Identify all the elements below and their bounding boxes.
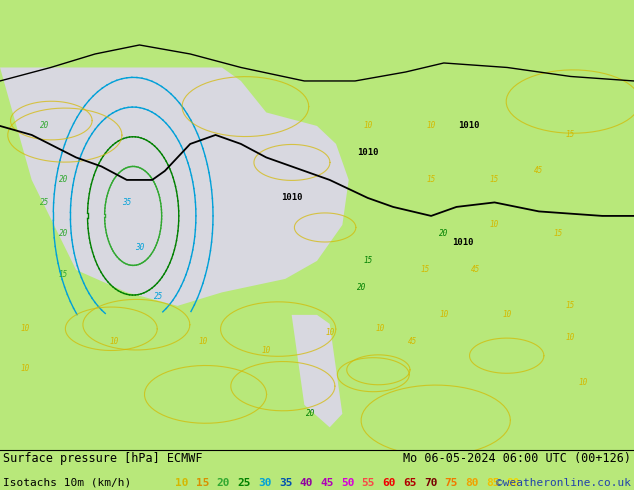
Text: 90: 90 [507, 478, 521, 488]
Text: 40: 40 [299, 478, 313, 488]
Text: ©weatheronline.co.uk: ©weatheronline.co.uk [496, 478, 631, 488]
Text: 15: 15 [427, 175, 436, 184]
Text: 35: 35 [122, 198, 131, 207]
Text: Isotachs 10m (km/h): Isotachs 10m (km/h) [3, 478, 131, 488]
Text: 30: 30 [135, 243, 144, 252]
Text: 20: 20 [357, 283, 366, 293]
Text: 15: 15 [566, 301, 575, 310]
Text: 60: 60 [382, 478, 396, 488]
Text: 10: 10 [21, 365, 30, 373]
Text: 20: 20 [217, 478, 230, 488]
Text: 10: 10 [175, 478, 189, 488]
Text: 25: 25 [40, 198, 49, 207]
Text: 75: 75 [444, 478, 458, 488]
Text: 15: 15 [420, 266, 429, 274]
Polygon shape [0, 68, 349, 306]
Text: 10: 10 [503, 310, 512, 319]
Text: 15: 15 [566, 130, 575, 140]
Polygon shape [292, 315, 342, 427]
Text: 15: 15 [59, 270, 68, 279]
Text: 20: 20 [59, 229, 68, 239]
Text: 10: 10 [376, 324, 385, 333]
Text: 80: 80 [465, 478, 479, 488]
Text: 1010: 1010 [458, 122, 480, 130]
Text: 70: 70 [424, 478, 437, 488]
Text: 55: 55 [362, 478, 375, 488]
Text: 45: 45 [320, 478, 333, 488]
Text: 10: 10 [325, 328, 334, 338]
Text: 15: 15 [553, 229, 562, 239]
Text: 1010: 1010 [357, 148, 378, 157]
Text: 20: 20 [59, 175, 68, 184]
Text: 10: 10 [579, 378, 588, 387]
Text: 1010: 1010 [281, 194, 302, 202]
Text: 10: 10 [566, 333, 575, 342]
Text: 15: 15 [363, 256, 372, 266]
Text: 45: 45 [534, 167, 543, 175]
Text: 15: 15 [196, 478, 209, 488]
Text: 30: 30 [258, 478, 271, 488]
Text: 15: 15 [490, 175, 499, 184]
Text: 45: 45 [471, 266, 480, 274]
Text: 10: 10 [427, 122, 436, 130]
Text: 35: 35 [279, 478, 292, 488]
Text: 10: 10 [490, 220, 499, 229]
Text: 25: 25 [154, 293, 163, 301]
Text: 85: 85 [486, 478, 500, 488]
Text: 10: 10 [110, 337, 119, 346]
Text: 20: 20 [306, 409, 315, 418]
Text: 50: 50 [341, 478, 354, 488]
Text: 20: 20 [40, 122, 49, 130]
Text: 10: 10 [21, 324, 30, 333]
Text: 10: 10 [439, 310, 448, 319]
Text: 1010: 1010 [452, 239, 474, 247]
Text: Mo 06-05-2024 06:00 UTC (00+126): Mo 06-05-2024 06:00 UTC (00+126) [403, 452, 631, 465]
Text: 65: 65 [403, 478, 417, 488]
Text: 10: 10 [262, 346, 271, 355]
Text: Surface pressure [hPa] ECMWF: Surface pressure [hPa] ECMWF [3, 452, 203, 465]
Text: 10: 10 [363, 122, 372, 130]
Text: 20: 20 [439, 229, 448, 239]
Text: 45: 45 [408, 337, 417, 346]
Text: 10: 10 [198, 337, 207, 346]
Text: 25: 25 [237, 478, 251, 488]
